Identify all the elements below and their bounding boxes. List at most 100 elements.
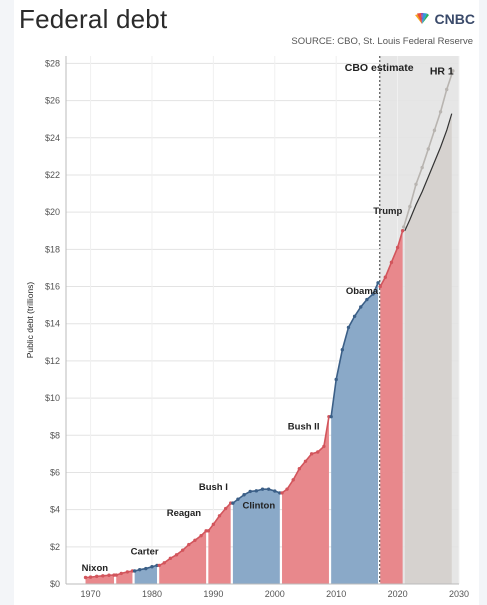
y-tick-label: $12 [45,356,60,366]
point-carter [150,565,154,569]
line-layer [83,69,455,580]
y-tick-label: $16 [45,282,60,292]
x-tick-label: 1990 [203,589,223,599]
left-margin [0,0,14,605]
point-hr-1 [420,165,424,170]
point-clinton [248,489,252,494]
point-trump [389,260,394,265]
y-tick-label: $22 [45,170,60,180]
area-reagan [159,530,207,584]
president-label: Trump [373,206,402,217]
y-tick-label: $28 [45,58,60,68]
chart-title: Federal debt [19,4,168,34]
point-clinton [236,497,240,501]
point-reagan [168,556,173,561]
point-obama [371,292,375,296]
y-tick-label: $26 [45,96,60,106]
point-ford [114,573,118,577]
x-tick-label: 2010 [326,589,346,599]
point-clinton [266,487,271,491]
point-ford [119,571,123,576]
point-clinton [273,489,277,493]
point-trump [383,275,388,279]
point-reagan [157,563,161,568]
point-obama [352,314,357,318]
y-tick-label: $0 [50,579,60,589]
point-hr-1 [414,182,418,186]
y-tick-label: $14 [45,319,60,329]
area-layer [85,113,452,585]
axis-layer: $0 $2 $4 $6 $8 $10 $12 $14 $16 $18 $20 $22 $24 $26 $28… [25,56,469,599]
area-trump [380,230,403,584]
president-label: Reagan [167,508,202,519]
point-reagan [180,548,185,552]
point-reagan [174,553,179,557]
y-tick-label: $10 [45,393,60,403]
x-tick-label: 1980 [142,589,162,599]
point-nixon [107,573,111,577]
point-bush-ii [285,487,289,491]
x-tick-label: 2020 [388,589,408,599]
y-axis-title: Public debt (trillions) [25,282,35,359]
president-label: Nixon [82,563,109,574]
point-bush-ii [297,467,302,471]
point-hr-1 [432,128,437,133]
point-bush-ii [291,478,295,482]
point-trump [400,229,405,233]
x-tick-label: 2000 [265,589,285,599]
point-nixon [101,574,105,578]
right-margin [479,0,487,605]
president-label: Carter [131,546,159,557]
president-label: Clinton [242,501,275,512]
point-clinton [254,489,259,493]
point-bush-ii [280,491,284,495]
point-bush-i [217,514,222,518]
point-obama [334,377,338,382]
point-hr-1 [451,69,455,73]
x-tick-label: 1970 [81,589,101,599]
line-cbo-projection [404,113,453,232]
point-trump [378,284,382,289]
point-nixon [83,575,88,580]
y-tick-label: $2 [50,542,60,552]
label-layer: Nixon Carter Reagan Bush I Clinton Bush II Oba… [82,62,454,574]
point-carter [137,567,142,572]
point-ford [125,570,130,574]
y-tick-label: $8 [50,430,60,440]
president-label: Bush I [199,482,228,493]
point-bush-ii [322,444,326,449]
point-reagan [193,538,197,543]
point-bush-i [223,506,228,511]
point-obama [365,297,369,302]
area-bush-ii [282,416,329,584]
point-bush-ii [309,452,314,456]
president-label: Obama [346,286,379,297]
source-note: SOURCE: CBO, St. Louis Federal Reserve [291,36,473,47]
point-carter [132,569,137,573]
point-nixon [95,574,99,579]
point-hr-1 [426,147,430,151]
point-nixon [88,575,93,579]
peacock-icon [414,13,429,24]
point-obama [329,414,333,419]
point-bush-ii [316,450,320,454]
point-clinton [242,493,246,497]
point-trump [395,245,400,250]
area-cbo-projection [404,113,452,585]
point-obama [359,305,363,309]
point-carter [144,566,148,571]
point-clinton [231,501,235,505]
cnbc-logo: CNBC [413,11,475,27]
point-hr-1 [402,225,406,229]
point-reagan [199,533,203,538]
area-obama [331,282,379,584]
point-obama [376,281,380,285]
annotation-label: HR 1 [430,66,454,78]
point-reagan [187,542,191,547]
point-bush-i [211,522,216,527]
point-hr-1 [408,204,412,209]
area-clinton [232,489,280,584]
point-bush-ii [303,459,308,463]
